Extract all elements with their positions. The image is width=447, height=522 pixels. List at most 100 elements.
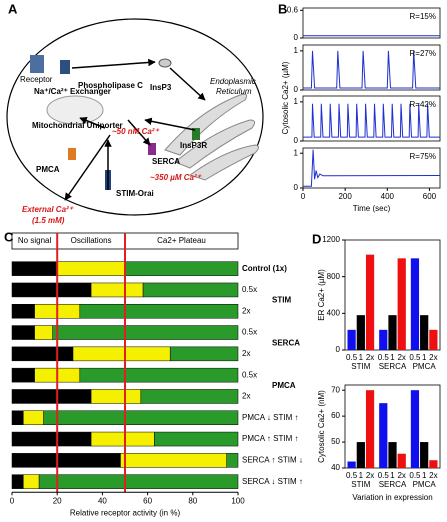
row-label: SERCA ↑ STIM ↓ xyxy=(242,455,303,464)
bar-segment xyxy=(11,325,35,340)
group-label: PMCA xyxy=(413,480,437,489)
y-axis-label: ER Ca2+ (µM) xyxy=(317,269,326,321)
x-tick-label: 2x xyxy=(429,353,437,362)
bar-segment xyxy=(226,453,239,468)
x-tick-label: 2x xyxy=(429,471,437,480)
y-tick-label: 1 xyxy=(294,148,299,157)
panel-label: C xyxy=(4,229,14,244)
plc-icon xyxy=(60,60,70,74)
group-label: SERCA xyxy=(272,338,300,347)
bar-segment xyxy=(56,261,126,276)
x-axis-label: Variation in expression xyxy=(352,493,432,502)
panel-label: B xyxy=(278,1,287,16)
y-tick-label: 0 xyxy=(294,85,299,94)
x-tick-label: 0 xyxy=(10,496,15,505)
bar xyxy=(420,442,429,468)
bar-segment xyxy=(11,410,24,425)
label: Phospholipase C xyxy=(78,81,143,90)
panel-label: A xyxy=(8,1,18,16)
bar-segment xyxy=(11,389,92,404)
bar-segment xyxy=(90,282,144,298)
serca-icon xyxy=(148,143,156,155)
receptor-icon xyxy=(30,55,44,73)
label: Mitochondrial Uniporter xyxy=(32,121,123,130)
x-tick-label: 0.5 xyxy=(378,353,390,362)
bar-segment xyxy=(11,474,24,489)
region-label: No signal xyxy=(18,236,52,245)
panel-a: A Receptor Phospholipase C InsP3 Endopla… xyxy=(6,1,264,225)
x-tick-label: 0.5 xyxy=(346,471,358,480)
row-label: PMCA ↑ STIM ↑ xyxy=(242,434,298,443)
bar-segment xyxy=(90,431,155,447)
x-tick-label: 1 xyxy=(359,471,364,480)
y-tick-label: 0 xyxy=(336,345,341,354)
line xyxy=(303,103,440,138)
bar-segment xyxy=(79,304,239,319)
bar xyxy=(420,315,429,350)
group-label: STIM xyxy=(351,362,370,371)
row-label: 2x xyxy=(242,349,250,358)
bar xyxy=(356,315,365,350)
bar xyxy=(410,390,420,468)
y-tick-label: 1 xyxy=(294,46,299,55)
x-tick-label: 1 xyxy=(390,353,395,362)
arrows xyxy=(64,58,206,201)
bar-segment xyxy=(140,389,239,404)
bar-segment xyxy=(11,346,74,362)
line xyxy=(303,149,441,187)
y-tick-label: 1 xyxy=(294,97,299,106)
bar-segment xyxy=(11,453,121,468)
bar-segment xyxy=(72,346,171,362)
bar-segment xyxy=(90,389,142,404)
y-tick-label: 0 xyxy=(294,136,299,145)
bar xyxy=(379,329,388,350)
region-label: Ca2+ Plateau xyxy=(157,236,206,245)
plot-frame xyxy=(302,95,441,142)
insp3r-icon xyxy=(192,128,200,140)
endoplasmic-reticulum xyxy=(164,93,259,181)
bar xyxy=(429,329,438,350)
bar xyxy=(365,254,375,350)
x-tick-label: 60 xyxy=(143,496,152,505)
bar-segment xyxy=(11,431,92,447)
region-label: Oscillations xyxy=(71,236,112,245)
label: ~350 µM Ca²⁺ xyxy=(150,173,202,182)
label: External Ca²⁺ xyxy=(22,205,74,214)
y-tick-label: 50 xyxy=(331,437,340,446)
y-tick-label: 70 xyxy=(331,385,340,394)
panel-label: D xyxy=(312,231,321,246)
x-tick-label: 200 xyxy=(338,192,352,201)
row-label: 0.5x xyxy=(242,370,257,379)
group-label: SERCA xyxy=(379,480,407,489)
bar xyxy=(397,453,406,468)
insp3-icon xyxy=(158,58,172,68)
bar-segment xyxy=(11,304,35,319)
x-tick-label: 0.5 xyxy=(409,353,421,362)
bar-segment xyxy=(169,346,239,362)
cell-membrane xyxy=(6,18,264,216)
x-tick-label: 20 xyxy=(53,496,62,505)
row-label: 0.5x xyxy=(242,328,257,337)
plot-frame xyxy=(302,147,441,189)
y-tick-label: 400 xyxy=(327,308,341,317)
x-tick-label: 2x xyxy=(366,471,374,480)
row-label: Control (1x) xyxy=(242,264,287,273)
x-tick-label: 600 xyxy=(423,192,437,201)
plot-frame xyxy=(302,44,441,91)
x-axis-label: Time (sec) xyxy=(353,204,391,213)
bar xyxy=(397,258,406,350)
line xyxy=(303,50,440,89)
bar-segment xyxy=(120,453,227,468)
x-tick-label: 0.5 xyxy=(378,471,390,480)
bar xyxy=(388,315,397,350)
x-tick-label: 100 xyxy=(231,496,245,505)
label: InsP3R xyxy=(180,141,207,150)
x-tick-label: 1 xyxy=(390,471,395,480)
x-tick-label: 0.5 xyxy=(346,353,358,362)
bar-segment xyxy=(23,410,44,425)
series-label: R=15% xyxy=(410,12,436,21)
series-label: R=27% xyxy=(410,49,436,58)
bar xyxy=(347,461,356,468)
row-label: 0.5x xyxy=(242,285,257,294)
label: InsP3 xyxy=(150,83,172,92)
